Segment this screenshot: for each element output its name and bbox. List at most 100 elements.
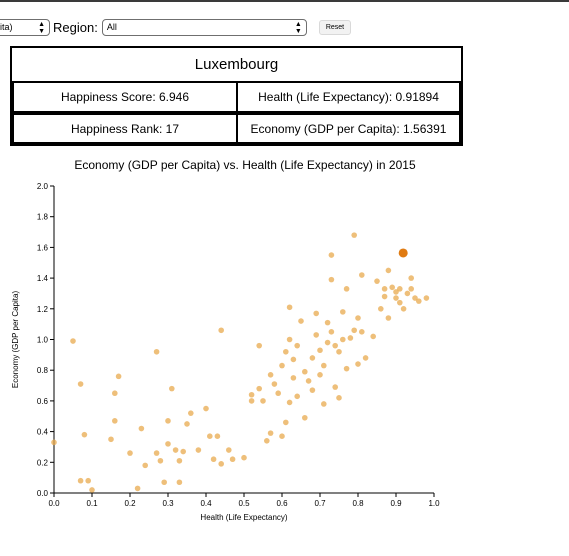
highlighted-point[interactable]: [398, 248, 408, 258]
data-point[interactable]: [359, 329, 365, 335]
data-point[interactable]: [77, 477, 84, 484]
data-point[interactable]: [85, 477, 91, 484]
data-point[interactable]: [260, 398, 266, 404]
data-point[interactable]: [400, 306, 407, 312]
data-point[interactable]: [328, 329, 335, 335]
variable-select[interactable]: pita) ▲▼: [0, 18, 50, 36]
data-point[interactable]: [256, 385, 263, 392]
data-point[interactable]: [389, 284, 396, 291]
data-point[interactable]: [381, 286, 388, 292]
data-point[interactable]: [142, 462, 148, 469]
data-point[interactable]: [77, 381, 84, 387]
data-point[interactable]: [336, 395, 342, 401]
data-point[interactable]: [408, 286, 415, 292]
data-point[interactable]: [134, 485, 141, 492]
data-point[interactable]: [172, 447, 179, 453]
data-point[interactable]: [374, 278, 380, 284]
data-point[interactable]: [218, 327, 224, 334]
data-point[interactable]: [393, 295, 399, 301]
data-point[interactable]: [324, 319, 331, 326]
data-point[interactable]: [138, 425, 145, 432]
data-point[interactable]: [412, 295, 418, 301]
reset-button[interactable]: Reset: [318, 19, 352, 35]
data-point[interactable]: [210, 456, 217, 463]
data-point[interactable]: [321, 401, 327, 407]
data-point[interactable]: [302, 368, 308, 375]
data-point[interactable]: [108, 436, 114, 443]
data-point[interactable]: [153, 450, 160, 456]
data-point[interactable]: [359, 272, 365, 278]
data-point[interactable]: [279, 433, 285, 440]
data-point[interactable]: [355, 315, 361, 321]
data-point[interactable]: [347, 335, 354, 341]
data-point[interactable]: [385, 267, 392, 274]
data-point[interactable]: [157, 457, 164, 464]
data-point[interactable]: [70, 338, 76, 344]
data-point[interactable]: [321, 362, 327, 369]
data-point[interactable]: [180, 448, 186, 455]
data-point[interactable]: [207, 433, 213, 440]
data-point[interactable]: [305, 378, 312, 384]
data-point[interactable]: [340, 336, 346, 343]
data-point[interactable]: [408, 275, 415, 281]
data-point[interactable]: [188, 410, 194, 416]
data-point[interactable]: [176, 457, 183, 464]
data-point[interactable]: [241, 454, 247, 461]
data-point[interactable]: [286, 399, 293, 406]
data-point[interactable]: [248, 391, 255, 398]
data-point[interactable]: [313, 332, 320, 338]
data-point[interactable]: [332, 342, 339, 349]
data-point[interactable]: [343, 365, 350, 372]
data-point[interactable]: [218, 461, 224, 467]
data-point[interactable]: [340, 309, 346, 315]
data-point[interactable]: [203, 405, 209, 412]
data-point[interactable]: [309, 355, 316, 361]
data-point[interactable]: [317, 372, 323, 378]
data-point[interactable]: [271, 381, 278, 387]
data-point[interactable]: [351, 327, 358, 334]
data-point[interactable]: [229, 456, 236, 463]
data-point[interactable]: [298, 318, 304, 324]
data-point[interactable]: [397, 299, 403, 306]
data-point[interactable]: [336, 348, 342, 355]
data-point[interactable]: [362, 355, 369, 361]
data-point[interactable]: [256, 342, 263, 349]
region-select[interactable]: All ▲ ▼: [101, 18, 307, 36]
data-point[interactable]: [404, 290, 411, 297]
data-point[interactable]: [214, 433, 221, 440]
data-point[interactable]: [264, 438, 270, 444]
data-point[interactable]: [370, 333, 377, 340]
data-point[interactable]: [351, 232, 358, 238]
data-point[interactable]: [397, 286, 403, 292]
data-point[interactable]: [275, 390, 282, 397]
data-point[interactable]: [89, 487, 95, 493]
data-point[interactable]: [290, 375, 297, 381]
data-point[interactable]: [416, 298, 422, 304]
data-point[interactable]: [112, 390, 118, 397]
data-point[interactable]: [267, 430, 274, 436]
data-point[interactable]: [161, 479, 167, 486]
data-point[interactable]: [248, 398, 255, 404]
data-point[interactable]: [286, 304, 293, 311]
data-point[interactable]: [267, 372, 274, 378]
data-point[interactable]: [313, 310, 320, 317]
data-point[interactable]: [324, 339, 331, 346]
data-point[interactable]: [176, 479, 183, 486]
data-point[interactable]: [127, 450, 133, 456]
data-point[interactable]: [112, 418, 118, 424]
data-point[interactable]: [294, 393, 301, 400]
data-point[interactable]: [332, 384, 339, 390]
data-point[interactable]: [393, 289, 399, 295]
data-point[interactable]: [290, 356, 297, 363]
data-point[interactable]: [302, 414, 308, 421]
data-point[interactable]: [226, 447, 232, 453]
data-point[interactable]: [328, 276, 335, 283]
data-point[interactable]: [381, 293, 388, 300]
data-point[interactable]: [165, 418, 171, 424]
data-point[interactable]: [343, 286, 350, 292]
data-point[interactable]: [378, 306, 384, 312]
data-point[interactable]: [184, 421, 190, 427]
data-point[interactable]: [115, 373, 122, 380]
data-point[interactable]: [385, 315, 392, 321]
data-point[interactable]: [294, 342, 301, 349]
